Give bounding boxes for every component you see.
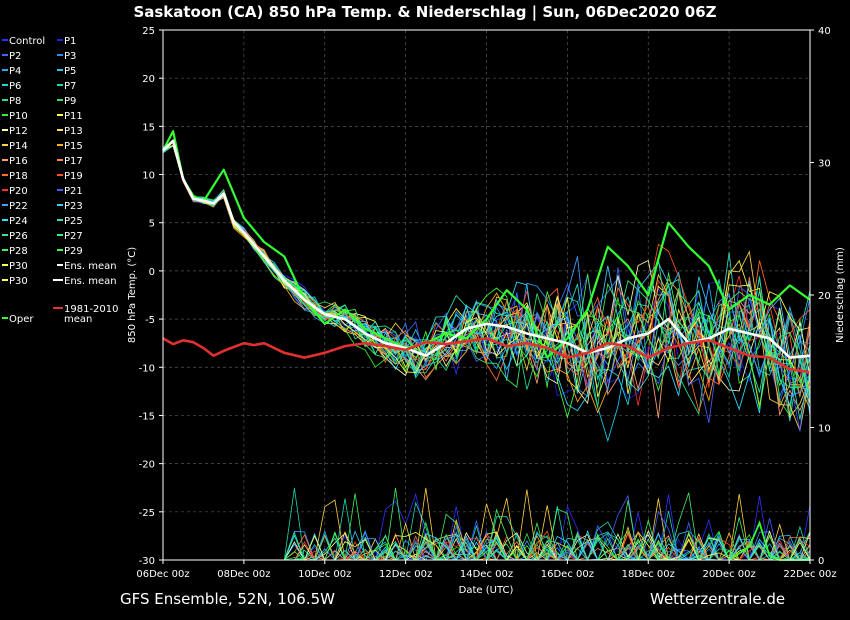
x-tick-label: 14Dec 00z xyxy=(460,569,513,580)
legend: Control P1 P2 P3 P4 P5 P6 P7 P8 P9 P10 P11 P12 P13 P14… xyxy=(2,36,119,325)
legend-label: P14 xyxy=(9,141,28,152)
y2-tick-label: 0 xyxy=(818,556,824,567)
y-tick-label: -20 xyxy=(139,460,155,471)
legend-label: P13 xyxy=(64,126,83,137)
y2-tick-label: 40 xyxy=(818,26,831,37)
legend-label: P9 xyxy=(64,96,76,107)
legend-label: P15 xyxy=(64,141,83,152)
x-tick-label: 10Dec 00z xyxy=(298,569,351,580)
legend-label: Oper xyxy=(9,314,34,325)
legend-label: P7 xyxy=(64,81,76,92)
legend-label: P18 xyxy=(9,171,28,182)
legend-label: 1981-2010 xyxy=(64,304,119,315)
legend-label: P25 xyxy=(64,216,83,227)
legend-label: Ens. mean xyxy=(64,276,117,287)
y2-axis-label: Niederschlag (mm) xyxy=(835,247,846,343)
y-tick-label: 0 xyxy=(149,267,155,278)
series-line-oper xyxy=(162,130,811,359)
y2-tick-label: 20 xyxy=(818,291,831,302)
x-tick-label: 22Dec 00z xyxy=(783,569,836,580)
legend-label: P8 xyxy=(9,96,21,107)
ensemble-member-line xyxy=(162,144,811,397)
legend-label: P5 xyxy=(64,66,76,77)
legend-label: P30 xyxy=(9,276,28,287)
x-tick-label: 16Dec 00z xyxy=(541,569,594,580)
footer-source: Wetterzentrale.de xyxy=(650,590,785,608)
legend-label: P28 xyxy=(9,246,28,257)
x-tick-label: 12Dec 00z xyxy=(379,569,432,580)
y2-tick-label: 30 xyxy=(818,159,831,170)
y-tick-label: -25 xyxy=(139,508,155,519)
x-axis-label: Date (UTC) xyxy=(459,585,514,596)
y-axis-left: 25 20 15 10 5 0 -5 -10 -15 -20 -25 -30 xyxy=(139,26,163,567)
y-axis-label: 850 hPa Temp. (°C) xyxy=(127,247,138,343)
legend-label: P16 xyxy=(9,156,28,167)
legend-label: P2 xyxy=(9,51,21,62)
y-tick-label: 5 xyxy=(149,219,155,230)
legend-label: P3 xyxy=(64,51,76,62)
legend-label: P11 xyxy=(64,111,83,122)
legend-label: mean xyxy=(64,314,92,325)
legend-label: P12 xyxy=(9,126,28,137)
legend-label: P21 xyxy=(64,186,83,197)
y-tick-label: -30 xyxy=(139,556,155,567)
legend-label: P10 xyxy=(9,111,28,122)
y-tick-label: -5 xyxy=(145,315,155,326)
legend-label: P17 xyxy=(64,156,83,167)
legend-label: P26 xyxy=(9,231,28,242)
x-tick-label: 18Dec 00z xyxy=(622,569,675,580)
y-tick-label: 25 xyxy=(142,26,155,37)
legend-label: P1 xyxy=(64,36,76,47)
highlighted-series xyxy=(162,130,811,374)
y-tick-label: 20 xyxy=(142,74,155,85)
legend-label: P24 xyxy=(9,216,28,227)
legend-label: P27 xyxy=(64,231,83,242)
chart-title: Saskatoon (CA) 850 hPa Temp. & Niedersch… xyxy=(133,3,716,22)
legend-label: P20 xyxy=(9,186,28,197)
ensemble-member-line xyxy=(162,145,811,420)
y-tick-label: 15 xyxy=(142,122,155,133)
legend-label: P22 xyxy=(9,201,28,212)
legend-label: P4 xyxy=(9,66,21,77)
y-tick-label: -10 xyxy=(139,363,155,374)
legend-label: P19 xyxy=(64,171,83,182)
x-tick-label: 20Dec 00z xyxy=(703,569,756,580)
legend-label: P6 xyxy=(9,81,21,92)
y-tick-label: -15 xyxy=(139,411,155,422)
legend-label: P30 xyxy=(9,261,28,272)
legend-label: Control xyxy=(9,36,45,47)
legend-label: P29 xyxy=(64,246,83,257)
ensemble-member-line xyxy=(162,145,811,397)
legend-label: P23 xyxy=(64,201,83,212)
y2-tick-label: 10 xyxy=(818,424,831,435)
series-line-1981-2010-mean xyxy=(162,337,811,374)
footer-model-info: GFS Ensemble, 52N, 106.5W xyxy=(120,590,335,608)
y-tick-label: 10 xyxy=(142,171,155,182)
legend-label: Ens. mean xyxy=(64,261,117,272)
x-tick-label: 08Dec 00z xyxy=(217,569,270,580)
x-tick-label: 06Dec 00z xyxy=(136,569,189,580)
y-axis-right: 40 30 20 10 0 xyxy=(810,26,831,567)
x-axis: 06Dec 00z 08Dec 00z 10Dec 00z 12Dec 00z 14De… xyxy=(136,560,837,580)
